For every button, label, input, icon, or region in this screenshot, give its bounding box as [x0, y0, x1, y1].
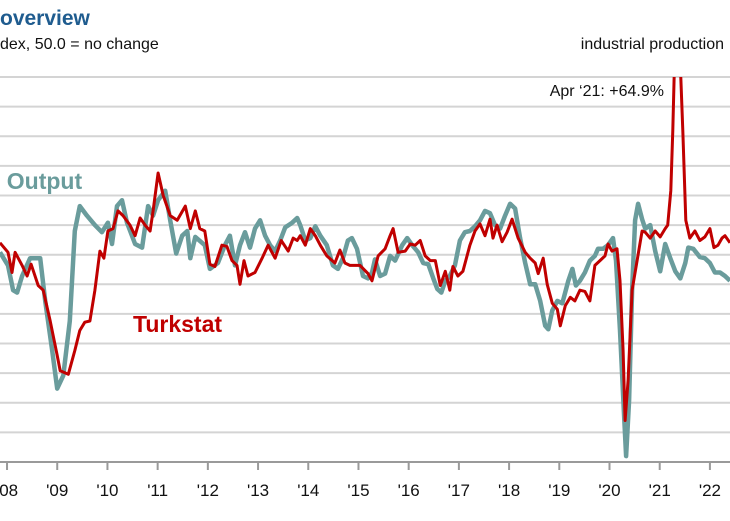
spike-annotation: Apr ‘21: +64.9%: [550, 83, 664, 100]
x-tick-label: '10: [96, 481, 118, 500]
x-tick-label: '13: [247, 481, 269, 500]
x-tick-label: '21: [649, 481, 671, 500]
x-tick-label: '14: [297, 481, 319, 500]
x-tick-label: '11: [147, 481, 168, 500]
x-axis: '08 '09 '10 '11 '12 '13 '14 '15 '16 '17 '18 '19 '20 '…: [0, 461, 730, 500]
x-tick-label: '19: [548, 481, 570, 500]
x-tick-label: '08: [0, 481, 18, 500]
x-tick-label: '16: [398, 481, 420, 500]
x-tick-label: '22: [699, 481, 721, 500]
x-tick-label: '09: [46, 481, 68, 500]
x-tick-label: '17: [448, 481, 470, 500]
series-line-turkstat: [0, 77, 730, 422]
chart-subtitle: dex, 50.0 = no change: [0, 36, 159, 53]
x-tick-label: '20: [598, 481, 620, 500]
chart-title: overview: [0, 7, 91, 30]
x-tick-label: '12: [197, 481, 219, 500]
gridlines: [0, 76, 730, 434]
series-label-turkstat: Turkstat: [133, 311, 222, 337]
x-tick-label: '18: [498, 481, 520, 500]
right-subtitle: industrial production: [581, 36, 724, 53]
series-lines: [0, 77, 730, 459]
x-tick-label: '15: [347, 481, 369, 500]
series-label-output: l Output: [0, 168, 82, 194]
